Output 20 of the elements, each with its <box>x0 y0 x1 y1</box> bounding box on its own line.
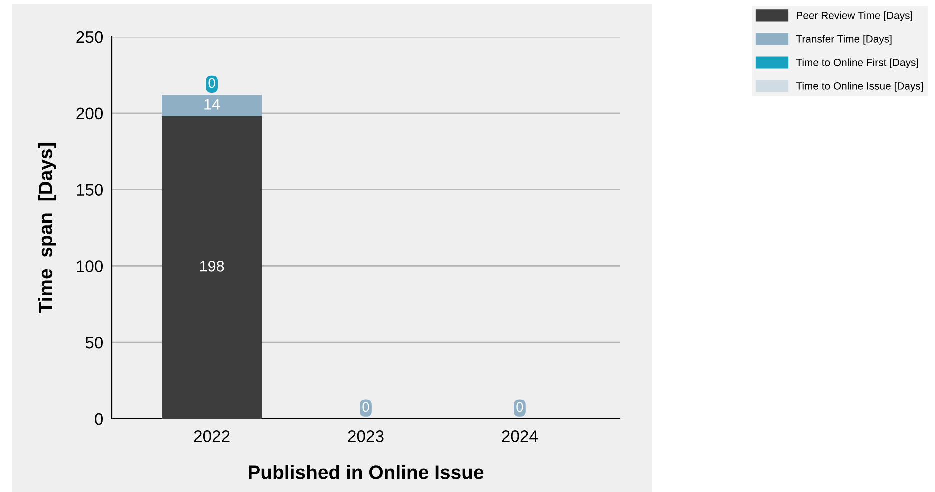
legend-label: Peer Review Time [Days] <box>797 12 912 22</box>
y-tick-label: 0 <box>95 413 104 426</box>
data-label: 0 <box>516 402 524 412</box>
data-label: 0 <box>208 78 216 88</box>
x-tick-label: 2023 <box>348 430 384 442</box>
y-tick-label: 150 <box>77 184 104 196</box>
y-tick-label: 100 <box>77 260 104 272</box>
x-axis-title: Published in Online Issue <box>249 465 484 480</box>
y-tick-label: 50 <box>86 337 104 349</box>
y-tick-label: 200 <box>76 108 104 120</box>
y-tick-label: 250 <box>76 31 104 44</box>
legend-label: Time to Online Issue [Days] <box>796 82 924 92</box>
x-tick-label: 2022 <box>194 430 230 442</box>
y-axis-title: Time span [Days] <box>38 143 56 314</box>
legend-label: Transfer Time [Days] <box>796 35 892 45</box>
data-label: 0 <box>362 402 370 412</box>
data-label: 198 <box>200 261 224 272</box>
legend-label: Time to Online First [Days] <box>796 58 918 68</box>
data-label: 14 <box>204 99 220 110</box>
x-tick-label: 2024 <box>502 430 538 442</box>
